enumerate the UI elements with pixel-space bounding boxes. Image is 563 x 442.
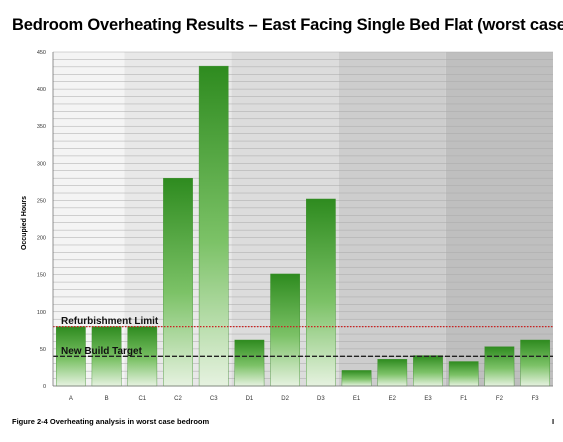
x-tick-label: C1: [138, 396, 146, 402]
bar-d1: [234, 339, 265, 387]
y-tick-label: 450: [37, 50, 46, 56]
page-number: I: [552, 417, 555, 426]
y-tick-label: 300: [37, 161, 46, 167]
y-tick-label: 250: [37, 198, 46, 204]
bar-f2: [484, 346, 515, 387]
y-tick-label: 50: [40, 347, 46, 353]
x-tick-label: F2: [496, 396, 504, 402]
bar-c2: [163, 177, 193, 387]
bar-d3: [306, 198, 336, 387]
x-tick-label: E2: [389, 396, 397, 402]
x-tick-label: D2: [281, 396, 289, 402]
x-tick-label: D3: [317, 396, 325, 402]
y-tick-label: 200: [37, 236, 46, 242]
bar-e1: [341, 370, 372, 387]
x-tick-label: B: [105, 396, 109, 402]
reference-line-label-1: Refurbishment Limit: [61, 316, 159, 327]
bars: [56, 65, 550, 387]
band-5: [445, 52, 553, 386]
bar-f1: [448, 361, 479, 387]
reference-line-label-2: New Build Target: [61, 346, 143, 357]
y-tick-label: 150: [37, 273, 46, 279]
x-tick-label: F3: [532, 396, 540, 402]
bar-c3: [198, 65, 229, 387]
x-tick-label: A: [69, 396, 73, 402]
reference-lines: Refurbishment Limit New Build Target: [53, 316, 553, 357]
y-tick-label: 0: [43, 384, 46, 390]
figure-caption: Figure 2-4 Overheating analysis in worst…: [12, 417, 210, 426]
x-tick-label: E1: [353, 396, 361, 402]
y-axis-label: Occupied Hours: [21, 196, 28, 250]
y-tick-label: 350: [37, 124, 46, 130]
y-tick-label: 100: [37, 310, 46, 316]
x-tick-label: D1: [246, 396, 254, 402]
y-tick-label: 400: [37, 87, 46, 93]
x-tick-label: F1: [460, 396, 468, 402]
bar-f3: [520, 339, 550, 387]
bar-d2: [270, 273, 300, 387]
x-tick-label: E3: [424, 396, 432, 402]
x-tick-label: C3: [210, 396, 218, 402]
band-4: [338, 52, 446, 386]
bar-e2: [377, 359, 408, 387]
chart-title: Bedroom Overheating Results – East Facin…: [12, 16, 563, 34]
x-axis: A B C1 C2 C3 D1 D2 D3 E1 E2 E3 F1 F2 F3: [53, 385, 553, 402]
bar-e3: [413, 355, 443, 387]
y-axis: 0 50 100 150 200 250 300 350 400 450: [37, 50, 54, 390]
x-tick-label: C2: [174, 396, 182, 402]
